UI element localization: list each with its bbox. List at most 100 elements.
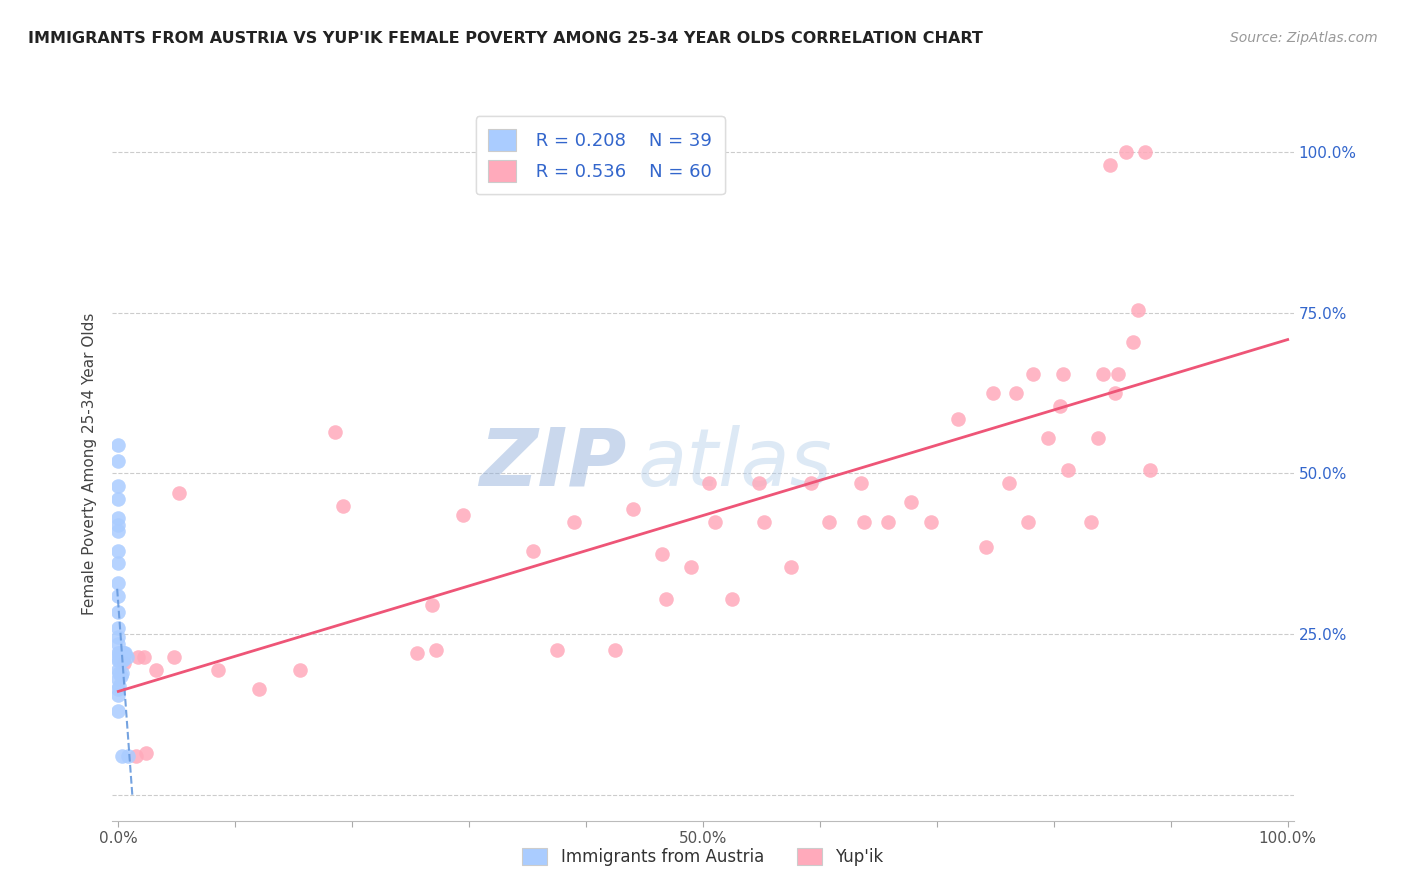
Point [107,681,129,696]
Point [332,499,354,513]
Point [107,479,129,493]
Point [405,647,427,661]
Point [207,663,229,677]
Y-axis label: Female Poverty Among 25-34 Year Olds: Female Poverty Among 25-34 Year Olds [82,313,97,615]
Point [107,605,129,619]
Point [107,637,129,651]
Point [107,543,129,558]
Point [1133,145,1156,159]
Point [1122,334,1144,349]
Point [323,425,346,439]
Point [107,453,129,467]
Point [107,557,129,571]
Point [703,515,725,529]
Point [920,515,942,529]
Point [420,599,443,613]
Point [1115,145,1137,159]
Point [721,591,744,606]
Point [974,541,997,555]
Point [107,704,129,718]
Point [135,746,157,760]
Point [1005,386,1028,401]
Point [110,647,132,661]
Point [107,575,129,590]
Point [1104,386,1126,401]
Point [1091,367,1114,381]
Point [111,653,134,667]
Point [605,643,627,657]
Point [564,515,586,529]
Point [107,437,129,451]
Point [697,476,720,491]
Point [247,681,270,696]
Point [800,476,823,491]
Text: Source: ZipAtlas.com: Source: ZipAtlas.com [1230,31,1378,45]
Point [1087,431,1109,445]
Point [110,653,132,667]
Point [125,749,148,764]
Point [107,663,129,677]
Point [107,492,129,507]
Point [651,547,673,561]
Point [981,386,1004,401]
Point [107,524,129,539]
Point [163,649,186,664]
Point [453,508,475,523]
Legend: Immigrants from Austria, Yup'ik: Immigrants from Austria, Yup'ik [515,840,891,875]
Point [1107,367,1129,381]
Point [114,647,136,661]
Point [752,515,775,529]
Point [900,495,922,509]
Point [112,647,135,661]
Point [522,543,544,558]
Point [876,515,898,529]
Point [107,653,129,667]
Point [1098,158,1121,172]
Point [107,621,129,635]
Point [110,669,132,683]
Point [1139,463,1161,477]
Point [681,559,703,574]
Point [107,631,129,645]
Point [112,656,135,670]
Point [1036,431,1059,445]
Point [107,511,129,525]
Point [107,672,129,686]
Point [425,643,447,657]
Point [546,643,568,657]
Point [107,647,129,661]
Point [117,749,139,764]
Point [108,647,131,661]
Point [779,559,801,574]
Point [654,591,676,606]
Point [132,649,155,664]
Point [1126,302,1149,317]
Point [111,653,134,667]
Point [288,663,311,677]
Point [111,749,134,764]
Point [946,412,969,426]
Point [111,665,134,680]
Point [108,679,131,693]
Point [853,515,876,529]
Legend:  R = 0.208    N = 39,  R = 0.536    N = 60: R = 0.208 N = 39, R = 0.536 N = 60 [475,116,724,194]
Point [818,515,841,529]
Point [748,476,770,491]
Point [108,653,131,667]
Point [849,476,872,491]
Point [107,688,129,702]
Point [1056,463,1078,477]
Point [107,517,129,532]
Text: atlas: atlas [638,425,832,503]
Point [111,647,134,661]
Point [1052,367,1074,381]
Point [998,476,1021,491]
Text: ZIP: ZIP [479,425,626,503]
Point [115,649,138,664]
Point [167,485,190,500]
Point [1049,399,1071,413]
Point [107,589,129,603]
Point [145,663,167,677]
Point [108,665,131,680]
Point [1022,367,1045,381]
